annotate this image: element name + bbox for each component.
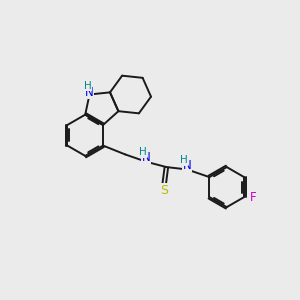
Text: N: N — [183, 158, 191, 172]
Text: S: S — [160, 184, 168, 196]
Text: F: F — [250, 190, 256, 204]
Text: N: N — [85, 86, 94, 99]
Text: H: H — [84, 81, 92, 91]
Text: H: H — [180, 155, 187, 165]
Text: H: H — [139, 147, 147, 158]
Text: N: N — [142, 151, 151, 164]
